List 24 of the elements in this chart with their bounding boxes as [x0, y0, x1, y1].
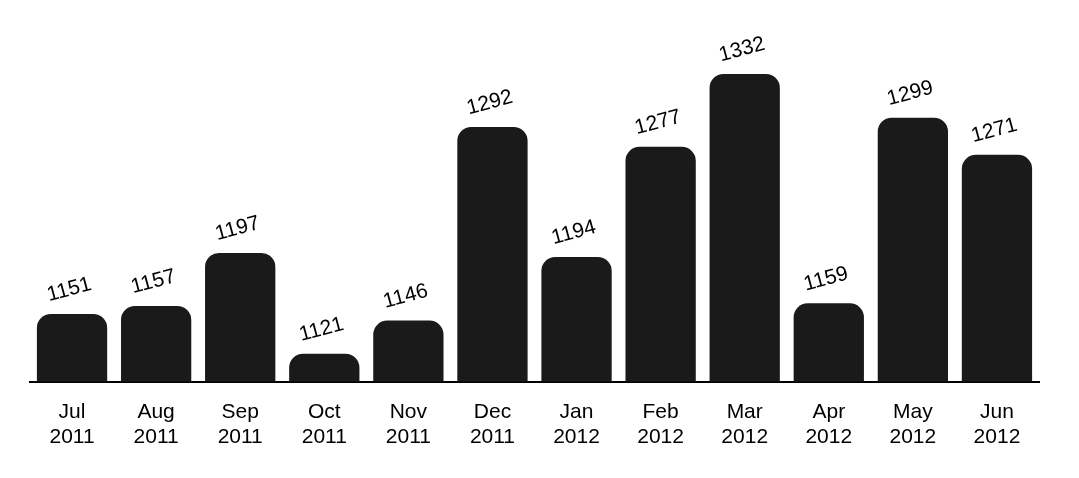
x-tick-label: Jan 2012 [553, 399, 600, 448]
x-tick-label: Mar 2012 [721, 399, 769, 448]
data-label: 1271 [968, 111, 1020, 147]
x-tick-label: Jul 2011 [49, 399, 95, 448]
x-tick-label: Feb 2012 [637, 399, 684, 448]
x-tick-label: Apr 2012 [805, 399, 853, 448]
x-tick-label: Nov 2011 [385, 399, 431, 448]
data-label: 1146 [380, 277, 431, 312]
x-tick-label: Aug 2011 [133, 399, 179, 448]
data-label: 1121 [296, 311, 346, 345]
data-label: 1159 [800, 260, 851, 295]
data-label: 1332 [716, 30, 768, 66]
data-label: 1299 [884, 74, 936, 110]
x-tick-label: Sep 2011 [217, 399, 263, 448]
x-tick-label: May 2012 [889, 399, 937, 448]
data-label: 1292 [463, 83, 515, 119]
x-tick-label: Jun 2012 [973, 399, 1021, 448]
data-label: 1151 [44, 271, 94, 306]
data-label: 1197 [212, 210, 262, 245]
data-label: 1157 [128, 263, 178, 298]
data-label: 1277 [631, 103, 684, 139]
x-tick-label: Dec 2011 [469, 399, 516, 448]
x-tick-label: Oct 2011 [301, 399, 347, 448]
data-label: 1194 [548, 214, 599, 249]
